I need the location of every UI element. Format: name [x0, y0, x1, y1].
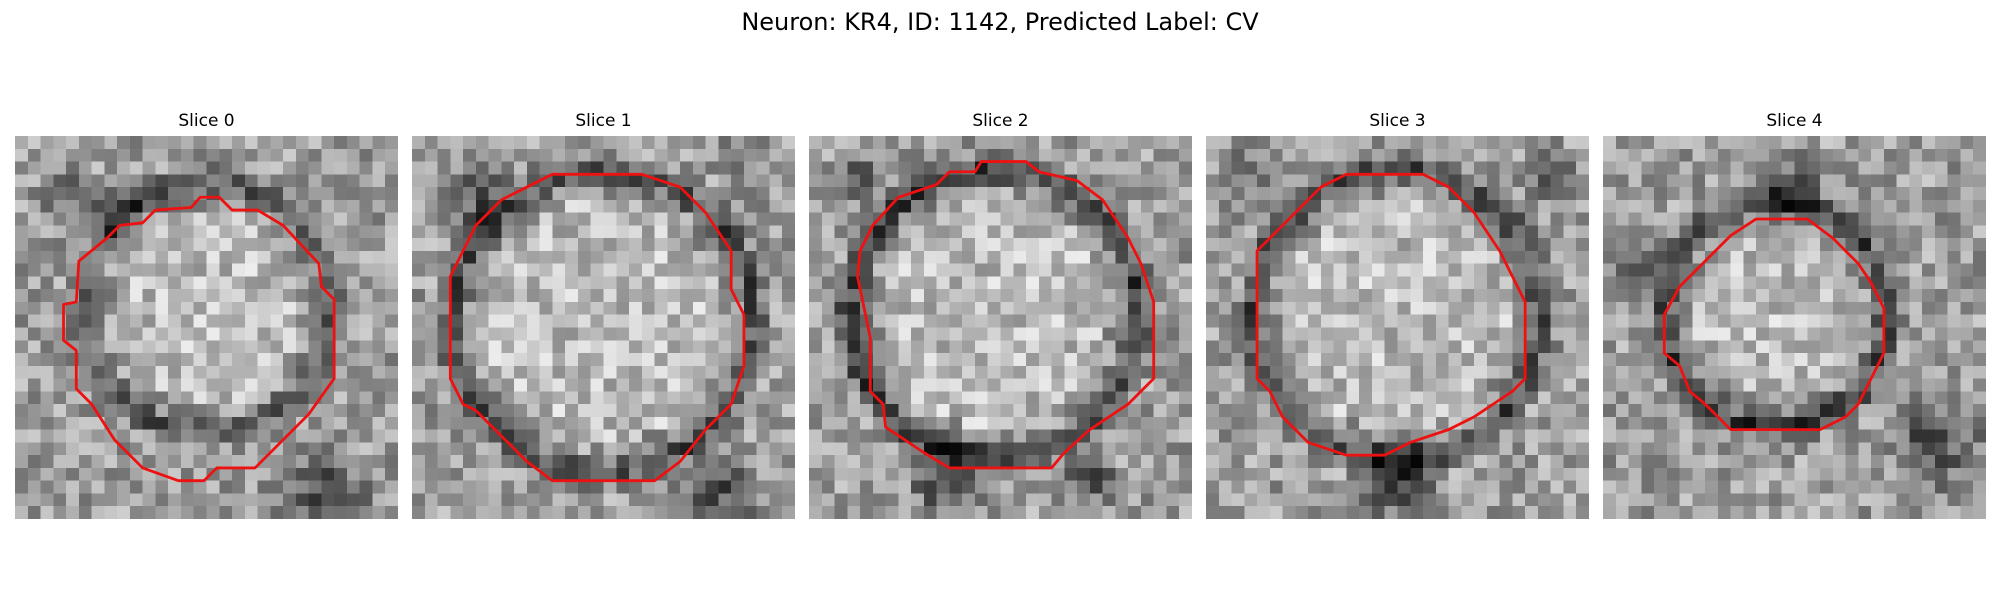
cell-contour-4 — [1662, 217, 1886, 432]
slice-title-2: Slice 2 — [972, 111, 1029, 131]
slice-image-3 — [1206, 136, 1589, 519]
slice-image-1 — [412, 136, 795, 519]
slice-image-2 — [809, 136, 1192, 519]
cell-contour-3 — [1255, 172, 1527, 457]
slice-panel-1: Slice 1 — [412, 108, 795, 519]
cell-contour-2 — [856, 160, 1156, 470]
slice-panel-0: Slice 0 — [15, 108, 398, 519]
figure-title: Neuron: KR4, ID: 1142, Predicted Label: … — [741, 8, 1259, 36]
slice-panel-2: Slice 2 — [809, 108, 1192, 519]
slice-image-4 — [1603, 136, 1986, 519]
slice-image-0 — [15, 136, 398, 519]
slice-title-4: Slice 4 — [1766, 111, 1823, 131]
slice-title-0: Slice 0 — [178, 111, 235, 131]
slice-title-1: Slice 1 — [575, 111, 632, 131]
cell-contour-0 — [62, 195, 336, 483]
slice-panel-4: Slice 4 — [1603, 108, 1986, 519]
slice-title-3: Slice 3 — [1369, 111, 1426, 131]
slice-panel-3: Slice 3 — [1206, 108, 1589, 519]
cell-contour-1 — [448, 172, 746, 483]
